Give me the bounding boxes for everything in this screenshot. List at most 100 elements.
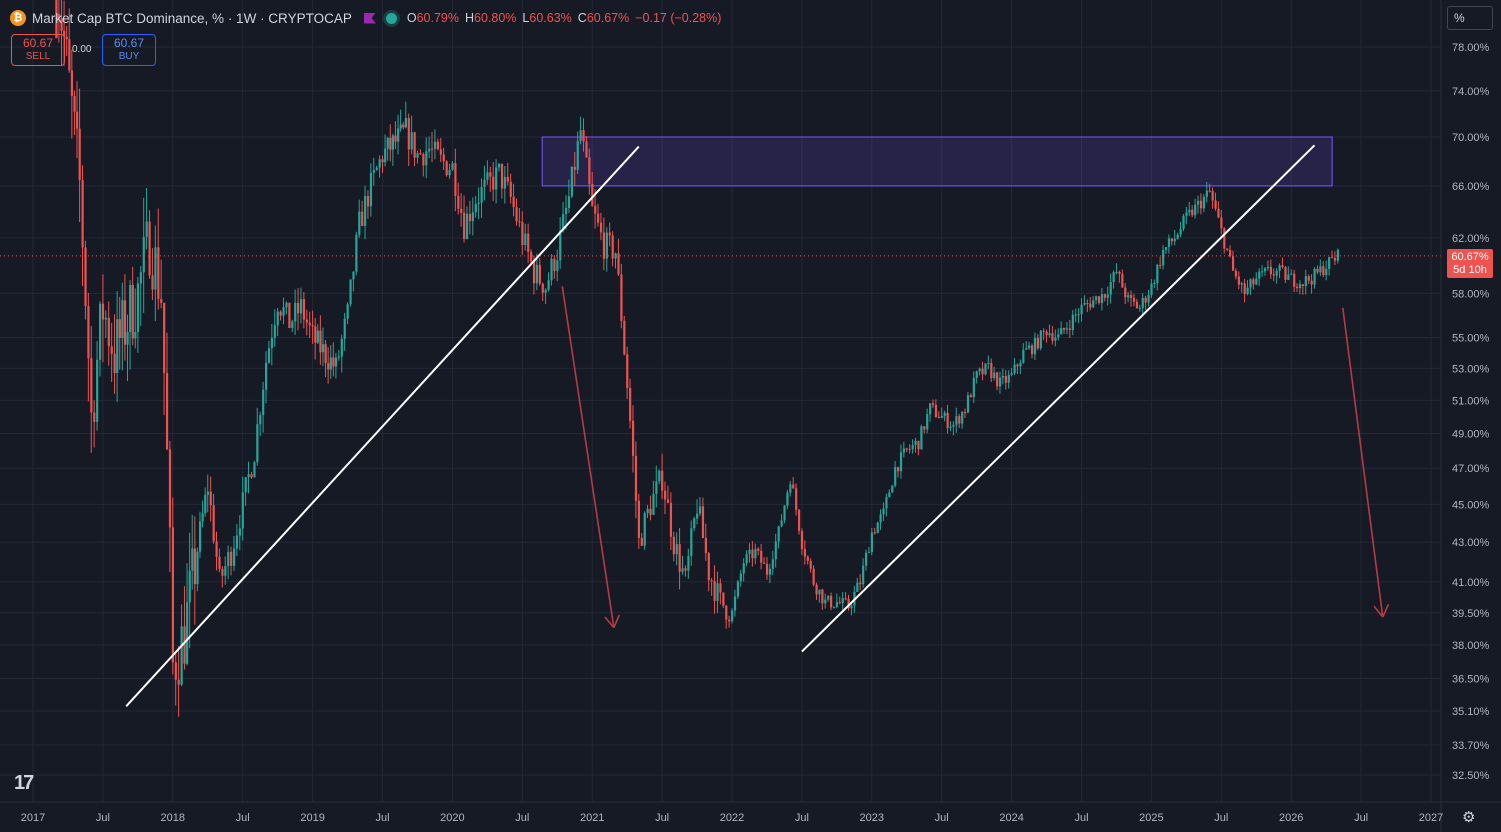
candle-body bbox=[1001, 376, 1005, 378]
y-tick-label: 55.00% bbox=[1452, 333, 1490, 345]
candle-body bbox=[771, 559, 774, 569]
buy-button[interactable]: 60.67 BUY bbox=[102, 34, 156, 66]
change-value: −0.17 (−0.28%) bbox=[635, 11, 722, 25]
candle-body bbox=[978, 368, 981, 372]
candle-body bbox=[661, 470, 664, 491]
candle-body bbox=[946, 412, 949, 428]
candle-body bbox=[177, 679, 180, 685]
candle-body bbox=[221, 568, 224, 576]
candle-body bbox=[134, 331, 137, 339]
candle-body bbox=[1022, 349, 1025, 363]
tradingview-logo-icon[interactable]: 17 bbox=[14, 772, 34, 794]
y-tick-label: 74.00% bbox=[1452, 86, 1490, 98]
candle-body bbox=[1185, 212, 1188, 216]
candle-body bbox=[1077, 314, 1080, 316]
candle-body bbox=[1269, 266, 1273, 275]
candle-body bbox=[736, 581, 740, 597]
candle-body bbox=[1258, 271, 1261, 279]
candle-body bbox=[518, 221, 521, 223]
candle-body bbox=[1130, 295, 1133, 298]
candle-body bbox=[905, 448, 908, 450]
candle-body bbox=[57, 13, 61, 19]
candle-body bbox=[460, 208, 463, 213]
candle-body bbox=[101, 303, 105, 320]
symbol-title[interactable]: Market Cap BTC Dominance, % · 1W · CRYPT… bbox=[32, 10, 352, 26]
candle-body bbox=[270, 337, 274, 349]
candle-body bbox=[308, 322, 311, 326]
candle-body bbox=[230, 551, 233, 566]
candle-body bbox=[1293, 273, 1296, 287]
candle-body bbox=[285, 302, 288, 308]
candle-body bbox=[1226, 248, 1229, 251]
candle-body bbox=[797, 509, 801, 531]
candle-body bbox=[489, 172, 492, 177]
candle-body bbox=[931, 403, 935, 406]
y-tick-label: 51.00% bbox=[1452, 395, 1490, 407]
candle-body bbox=[123, 300, 127, 345]
candle-body bbox=[553, 258, 556, 272]
candle-body bbox=[908, 448, 911, 450]
candle-body bbox=[803, 549, 807, 557]
candle-body bbox=[987, 362, 990, 364]
candle-body bbox=[110, 346, 113, 354]
sell-button[interactable]: 60.67 SELL bbox=[11, 34, 65, 66]
candle-body bbox=[1301, 284, 1305, 287]
candle-body bbox=[1336, 249, 1339, 261]
candle-body bbox=[506, 176, 509, 182]
candle-body bbox=[1237, 276, 1240, 285]
candle-body bbox=[626, 354, 629, 388]
candle-body bbox=[777, 526, 780, 542]
candle-body bbox=[397, 128, 400, 142]
candle-body bbox=[972, 377, 975, 398]
candle-body bbox=[439, 149, 442, 155]
candle-body bbox=[1063, 327, 1066, 330]
candle-body bbox=[940, 415, 943, 418]
candle-body bbox=[832, 606, 836, 608]
candle-body bbox=[652, 493, 655, 515]
candle-body bbox=[465, 213, 469, 239]
candle-body bbox=[394, 135, 397, 142]
candle-body bbox=[1045, 331, 1048, 336]
x-tick-label: Jul bbox=[935, 812, 949, 824]
x-tick-label: 2018 bbox=[161, 812, 185, 824]
candle-body bbox=[827, 595, 830, 600]
candle-body bbox=[1112, 272, 1115, 283]
candle-body bbox=[532, 261, 536, 284]
candle-body bbox=[1202, 196, 1206, 209]
candle-body bbox=[422, 154, 425, 166]
candle-body bbox=[198, 521, 202, 552]
candle-body bbox=[1278, 265, 1281, 271]
scale-percent-button[interactable]: % bbox=[1447, 6, 1493, 30]
candle-body bbox=[267, 348, 271, 363]
candle-body bbox=[637, 500, 640, 538]
candle-body bbox=[288, 302, 291, 328]
candle-body bbox=[1065, 328, 1069, 330]
candle-body bbox=[1310, 280, 1313, 285]
candle-body bbox=[55, 0, 58, 39]
candle-body bbox=[332, 357, 335, 367]
candle-body bbox=[1231, 256, 1235, 271]
x-tick-label: Jul bbox=[1074, 812, 1088, 824]
flag-icon[interactable] bbox=[363, 12, 376, 24]
candle-body bbox=[599, 222, 603, 233]
candle-body bbox=[1057, 334, 1060, 338]
candle-body bbox=[640, 537, 643, 546]
candle-body bbox=[321, 344, 325, 353]
candle-body bbox=[118, 319, 121, 338]
gear-icon[interactable]: ⚙ bbox=[1462, 809, 1476, 826]
trendline bbox=[801, 144, 1316, 653]
candle-body bbox=[126, 332, 129, 345]
candle-body bbox=[1033, 337, 1037, 355]
candle-body bbox=[862, 565, 865, 585]
candle-body bbox=[1109, 282, 1112, 295]
candle-body bbox=[614, 253, 617, 259]
candle-body bbox=[634, 455, 638, 501]
candle-body bbox=[1124, 287, 1127, 298]
candle-body bbox=[856, 582, 859, 592]
y-tick-label: 78.00% bbox=[1452, 42, 1490, 54]
candle-body bbox=[818, 589, 821, 595]
candle-body bbox=[1042, 330, 1045, 332]
sell-price: 60.67 bbox=[22, 36, 54, 50]
candle-body bbox=[1220, 217, 1223, 229]
